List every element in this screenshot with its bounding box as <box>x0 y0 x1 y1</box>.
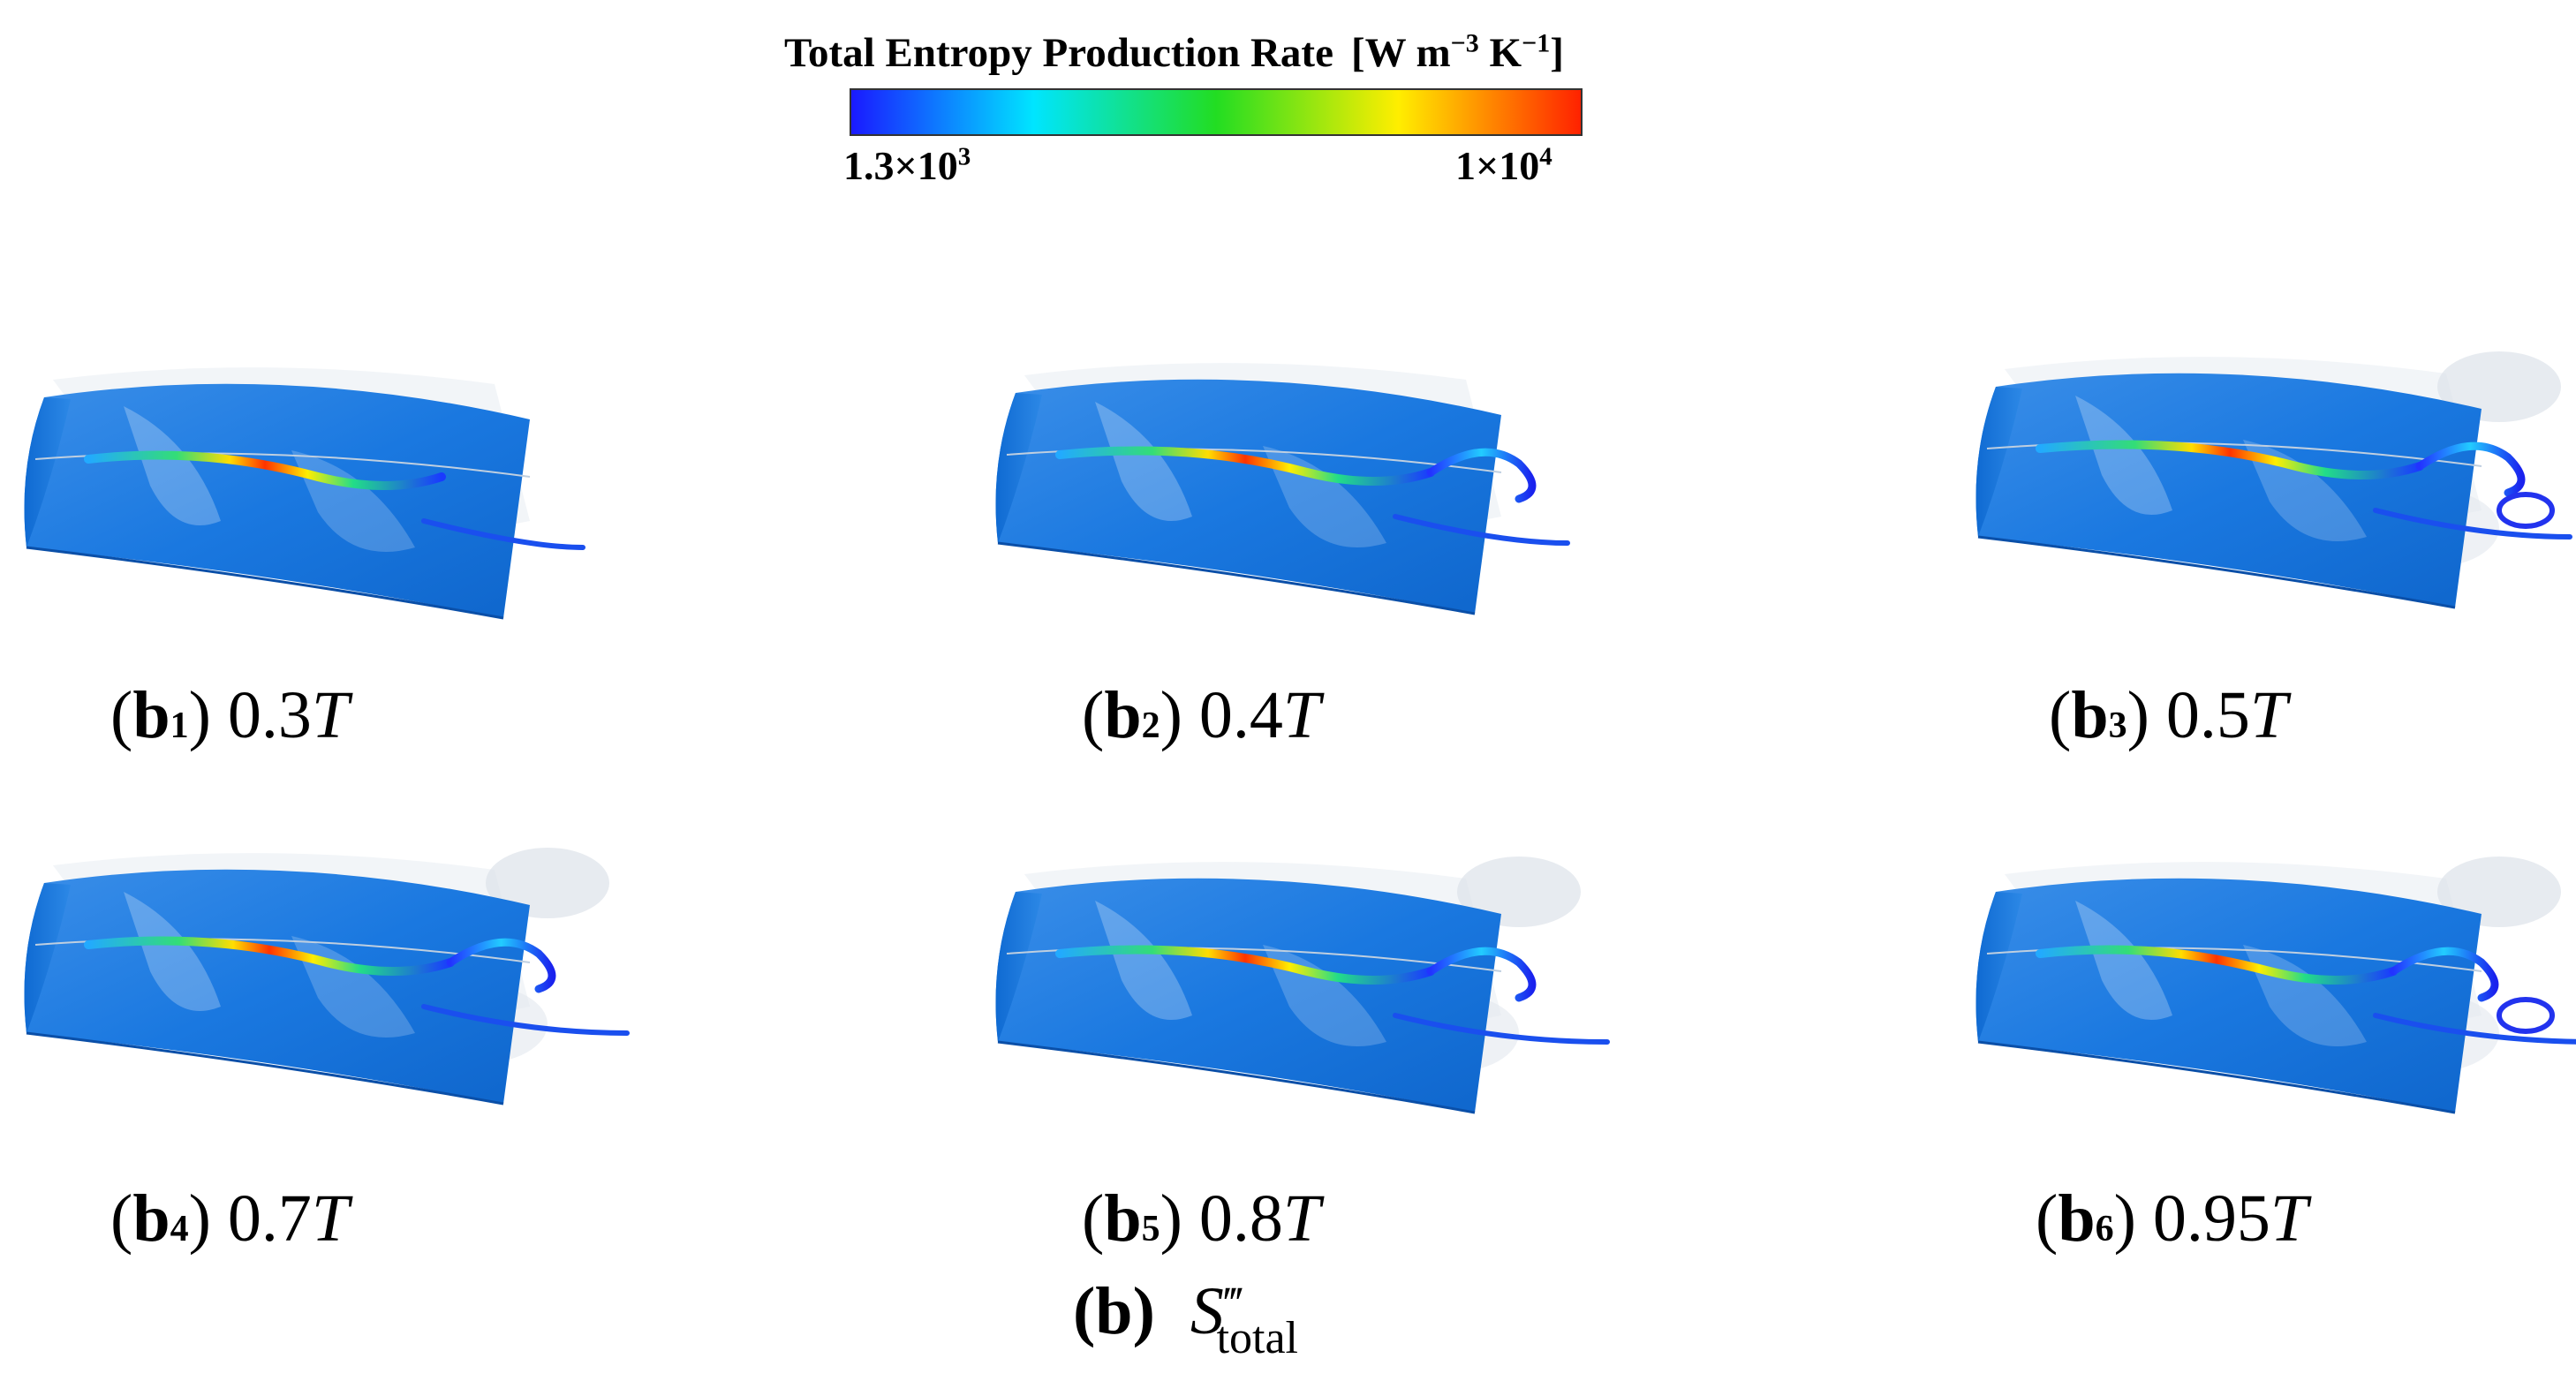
colorbar-unit: [W m−3 K−1] <box>1350 28 1564 76</box>
wake-filament <box>1393 514 1570 546</box>
vortex-curl <box>1426 947 1537 1002</box>
blade-trailing-edge <box>997 541 1476 615</box>
blade-leading-edge <box>1975 387 2022 537</box>
vortex-ring <box>2497 492 2555 529</box>
blade-trailing-edge <box>26 1031 504 1106</box>
panel-b6-image <box>1952 839 2576 1139</box>
panel-b3-image <box>1952 334 2576 634</box>
vortex-curl <box>2415 441 2526 497</box>
blade-render <box>24 367 585 620</box>
blade-body <box>1975 373 2482 607</box>
vortex-core <box>2036 945 2398 985</box>
blade-leading-edge <box>995 393 1042 543</box>
iso-surface <box>2075 396 2172 515</box>
blade-body <box>995 878 1501 1113</box>
vortex-core <box>1055 945 1435 985</box>
vortex-curl <box>446 938 556 993</box>
blade-trailing-edge <box>997 1040 1476 1114</box>
iso-surface <box>486 848 609 918</box>
blade-leading-edge <box>24 397 71 547</box>
caption-letter: (b) <box>1073 1274 1155 1348</box>
colorbar-min-label: 1.3×103 <box>843 142 971 188</box>
iso-surface <box>2437 351 2561 422</box>
iso-surface <box>124 892 221 1011</box>
wake-filament <box>2373 508 2572 540</box>
panel-b4-image <box>0 830 689 1130</box>
vortex-core <box>84 936 455 976</box>
panel-b2-label: (b2) 0.4T <box>1082 678 1321 752</box>
blade-body <box>995 379 1501 614</box>
vortex-ring <box>2497 997 2555 1034</box>
colorbar-title-text: Total Entropy Production Rate <box>784 30 1333 76</box>
iso-surface <box>1095 402 1192 521</box>
iso-surface <box>1457 857 1581 927</box>
vortex-core <box>1055 446 1435 486</box>
wake-filament <box>1393 1013 1610 1045</box>
blade-leading-edge <box>24 883 71 1033</box>
blade-leading-edge <box>1975 892 2022 1042</box>
wake-filament <box>421 1004 630 1036</box>
figure-caption: (b) S‴total <box>1073 1267 1298 1363</box>
blade-body <box>1975 878 2482 1113</box>
wake-filament <box>421 518 585 550</box>
blade-trailing-edge <box>1977 535 2456 609</box>
blade-render <box>24 848 630 1106</box>
blade-trailing-edge <box>26 546 504 620</box>
iso-surface <box>1095 901 1192 1020</box>
panel-b1-label: (b1) 0.3T <box>110 678 350 752</box>
colorbar-max-label: 1×104 <box>1455 142 1552 188</box>
blade-render <box>1975 351 2572 609</box>
iso-surface <box>124 406 221 525</box>
caption-subscript: total <box>1216 1313 1298 1363</box>
colorbar-gradient <box>850 88 1583 136</box>
panel-b6-label: (b6) 0.95T <box>2036 1181 2308 1256</box>
blade-render <box>995 857 1610 1114</box>
blade-body <box>24 383 530 618</box>
wake-filament <box>2373 1013 2576 1045</box>
panel-b4-label: (b4) 0.7T <box>110 1181 350 1256</box>
vortex-curl <box>2389 947 2499 1002</box>
panel-b3-label: (b3) 0.5T <box>2049 678 2288 752</box>
vortex-core <box>84 450 446 490</box>
blade-render <box>995 363 1570 615</box>
panel-b5-image <box>971 839 1660 1139</box>
vortex-core <box>2036 440 2424 479</box>
iso-surface <box>2437 857 2561 927</box>
blade-body <box>24 869 530 1104</box>
colorbar-title: Total Entropy Production Rate [W m−3 K−1] <box>784 25 1685 81</box>
vortex-curl <box>1426 448 1537 503</box>
blade-trailing-edge <box>1977 1040 2456 1114</box>
caption-symbol: S‴ <box>1190 1274 1243 1348</box>
blade-render <box>1975 857 2576 1114</box>
panel-b5-label: (b5) 0.8T <box>1082 1181 1321 1256</box>
panel-b1-image <box>0 344 689 645</box>
iso-surface <box>2075 901 2172 1020</box>
blade-leading-edge <box>995 892 1042 1042</box>
panel-b2-image <box>971 340 1660 640</box>
